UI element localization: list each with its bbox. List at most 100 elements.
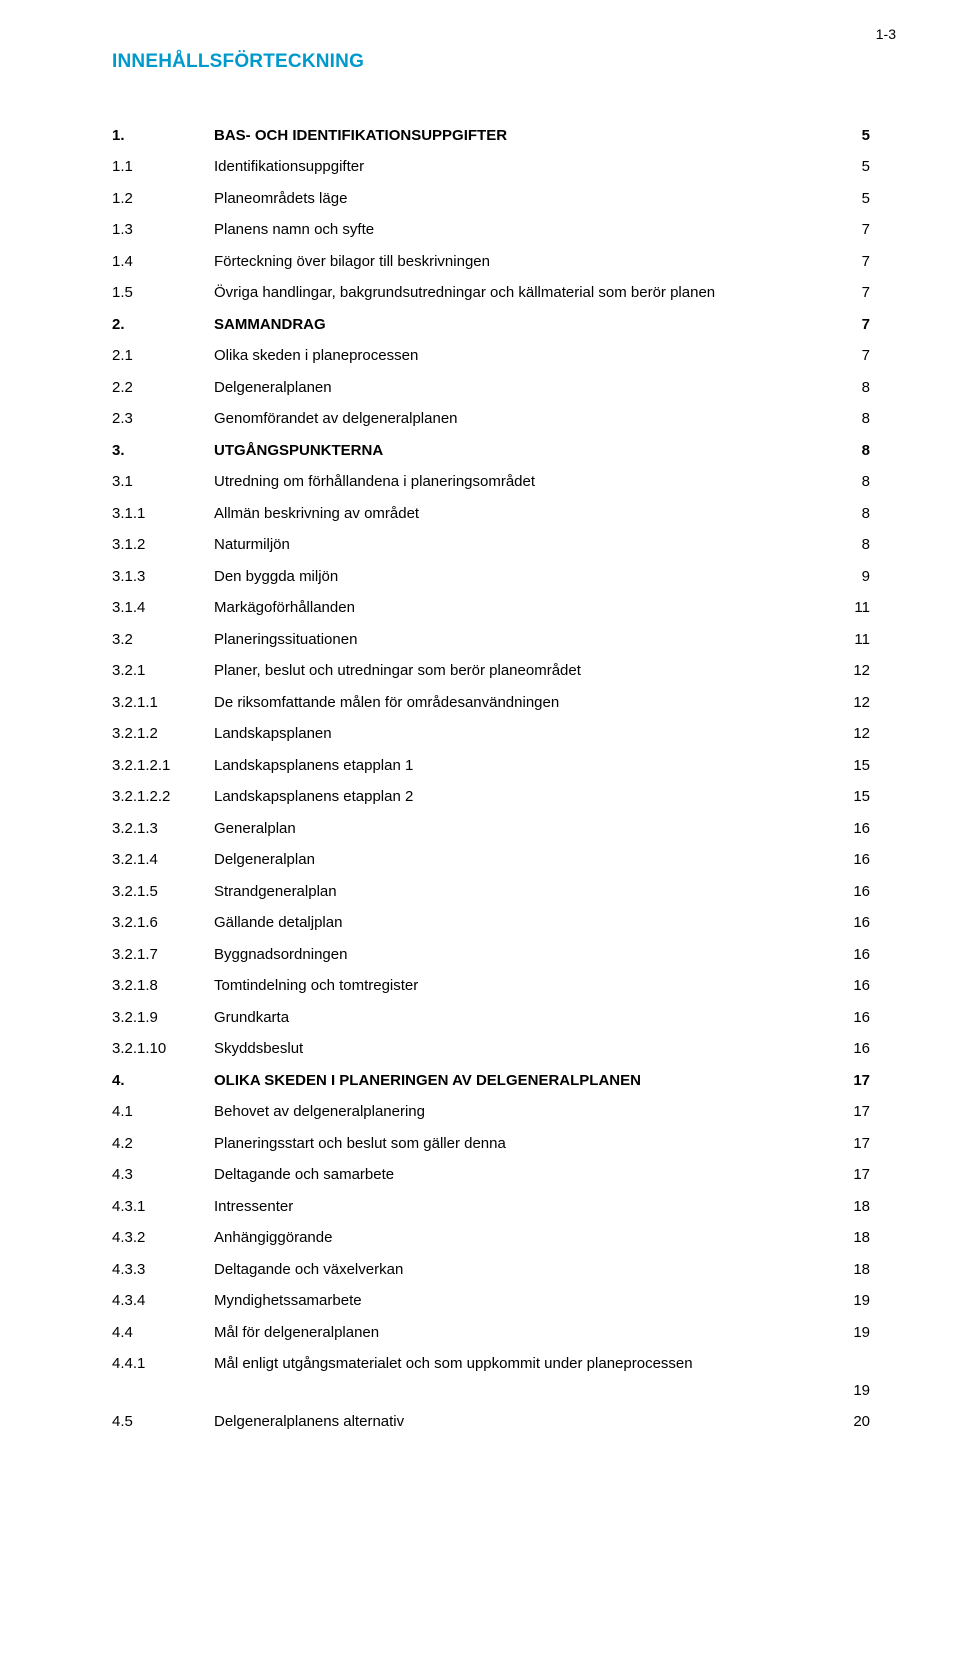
- toc-entry-text: Intressenter: [214, 1196, 830, 1219]
- toc-entry-page: 17: [830, 1164, 870, 1187]
- toc-entry-text: Landskapsplanens etapplan 1: [214, 755, 830, 778]
- toc-entry-number: 1.: [112, 125, 214, 148]
- toc-entry-page: 19: [830, 1322, 870, 1345]
- toc-entry-page: 5: [830, 188, 870, 211]
- toc-entry-number: 3.1.4: [112, 597, 214, 620]
- toc-entry-page: 20: [830, 1411, 870, 1434]
- toc-entry: 3.2.1.2Landskapsplanen12: [112, 723, 870, 746]
- toc-entry-number: 3.2.1.2.2: [112, 786, 214, 809]
- toc-entry-page: 8: [830, 377, 870, 400]
- toc-entry: 3.1.4Markägoförhållanden11: [112, 597, 870, 620]
- toc-entry: 1.2Planeområdets läge5: [112, 188, 870, 211]
- toc-entry-page: 7: [830, 251, 870, 274]
- toc-entry-text: De riksomfattande målen för områdesanvän…: [214, 692, 830, 715]
- toc-entry-text: Genomförandet av delgeneralplanen: [214, 408, 830, 431]
- toc-entry: 1.4Förteckning över bilagor till beskriv…: [112, 251, 870, 274]
- toc-entry: 3.2.1.6Gällande detaljplan16: [112, 912, 870, 935]
- toc-entry-text: Myndighetssamarbete: [214, 1290, 830, 1313]
- toc-entry: 3.1Utredning om förhållandena i planerin…: [112, 471, 870, 494]
- toc-entry-text: Markägoförhållanden: [214, 597, 830, 620]
- toc-entry-number: 2.3: [112, 408, 214, 431]
- toc-entry-number: 3.2.1.2.1: [112, 755, 214, 778]
- toc-entry-text: Behovet av delgeneralplanering: [214, 1101, 830, 1124]
- toc-entry-page: 7: [830, 219, 870, 242]
- toc-entry: 2.3Genomförandet av delgeneralplanen8: [112, 408, 870, 431]
- toc-entry-text: OLIKA SKEDEN I PLANERINGEN AV DELGENERAL…: [214, 1070, 830, 1093]
- toc-entry-number: 3.1.1: [112, 503, 214, 526]
- toc-entry-text: Planens namn och syfte: [214, 219, 830, 242]
- toc-entry: 4.3.1Intressenter18: [112, 1196, 870, 1219]
- toc-entry-page: 8: [830, 534, 870, 557]
- toc-entry-page: 9: [830, 566, 870, 589]
- toc-entry-number: 3.2.1.9: [112, 1007, 214, 1030]
- toc-entry-number: 4.1: [112, 1101, 214, 1124]
- toc-entry-text: Grundkarta: [214, 1007, 830, 1030]
- toc-entry-text: BAS- OCH IDENTIFIKATIONSUPPGIFTER: [214, 125, 830, 148]
- toc-entry-page: 19: [830, 1290, 870, 1313]
- toc-entry-number: 3.2.1.7: [112, 944, 214, 967]
- toc-entry-page: 12: [830, 660, 870, 683]
- toc-entry-page: 8: [830, 408, 870, 431]
- toc-entry: 4.4.1Mål enligt utgångsmaterialet och so…: [112, 1353, 870, 1402]
- toc-entry-number: 3.2.1.1: [112, 692, 214, 715]
- toc-entry-text: Mål för delgeneralplanen: [214, 1322, 830, 1345]
- toc-entry-number: 1.4: [112, 251, 214, 274]
- toc-entry: 3.2.1.1De riksomfattande målen för områd…: [112, 692, 870, 715]
- toc-entry-number: 1.1: [112, 156, 214, 179]
- toc-entry-number: 3.2.1.8: [112, 975, 214, 998]
- toc-entry-text: Planeringssituationen: [214, 629, 830, 652]
- toc-entry-text: Gällande detaljplan: [214, 912, 830, 935]
- toc-entry-text: Planeområdets läge: [214, 188, 830, 211]
- toc-entry-number: 2.1: [112, 345, 214, 368]
- toc-entry: 3.2.1.2.1Landskapsplanens etapplan 115: [112, 755, 870, 778]
- toc-entry: 3.2Planeringssituationen11: [112, 629, 870, 652]
- toc-entry: 3.2.1.9Grundkarta16: [112, 1007, 870, 1030]
- toc-entry-number: 1.5: [112, 282, 214, 305]
- toc-entry-number: 4.4.1: [112, 1353, 214, 1376]
- toc-entry-page: 16: [830, 944, 870, 967]
- toc-entry-number: 3.1.2: [112, 534, 214, 557]
- toc-entry-number: 4.: [112, 1070, 214, 1093]
- toc-entry-text: UTGÅNGSPUNKTERNA: [214, 440, 830, 463]
- toc-entry-page: 11: [830, 629, 870, 652]
- toc-entry: 1.5Övriga handlingar, bakgrundsutredning…: [112, 282, 870, 305]
- toc-entry-page: 18: [830, 1227, 870, 1250]
- toc-entry-number: 1.3: [112, 219, 214, 242]
- toc-entry-number: 3.2.1.5: [112, 881, 214, 904]
- toc-entry-text: Utredning om förhållandena i planeringso…: [214, 471, 830, 494]
- toc-entry: 3.2.1.10Skyddsbeslut16: [112, 1038, 870, 1061]
- toc-entry-text: Delgeneralplan: [214, 849, 830, 872]
- toc-entry-number: 4.5: [112, 1411, 214, 1434]
- toc-entry-page: 5: [830, 125, 870, 148]
- toc-entry-text: Övriga handlingar, bakgrundsutredningar …: [214, 282, 830, 305]
- toc-entry-number: 3.2: [112, 629, 214, 652]
- toc-entry-text: Byggnadsordningen: [214, 944, 830, 967]
- toc-entry-text: Olika skeden i planeprocessen: [214, 345, 830, 368]
- toc-entry-page: 8: [830, 471, 870, 494]
- toc-entry-text: Delgeneralplanens alternativ: [214, 1411, 830, 1434]
- toc-entry-text: Planeringsstart och beslut som gäller de…: [214, 1133, 830, 1156]
- toc-entry-page: 16: [830, 881, 870, 904]
- toc-entry-page: 19: [112, 1380, 870, 1403]
- toc-entry-number: 3.2.1.4: [112, 849, 214, 872]
- toc-entry: 3.UTGÅNGSPUNKTERNA8: [112, 440, 870, 463]
- toc-entry: 2.2Delgeneralplanen8: [112, 377, 870, 400]
- toc-entry-page: 17: [830, 1101, 870, 1124]
- toc-entry-page: 12: [830, 723, 870, 746]
- toc-entry-number: 3.2.1.2: [112, 723, 214, 746]
- toc-entry-page: 11: [830, 597, 870, 620]
- toc-entry-text: Deltagande och växelverkan: [214, 1259, 830, 1282]
- toc-entry-page: 8: [830, 503, 870, 526]
- toc-entry-number: 4.4: [112, 1322, 214, 1345]
- toc-entry: 4.3.2Anhängiggörande18: [112, 1227, 870, 1250]
- toc-entry-text: Mål enligt utgångsmaterialet och som upp…: [214, 1353, 870, 1376]
- toc-entry-page: 7: [830, 314, 870, 337]
- toc-entry: 3.2.1.2.2Landskapsplanens etapplan 215: [112, 786, 870, 809]
- toc-entry-page: 16: [830, 818, 870, 841]
- toc-entry-page: 8: [830, 440, 870, 463]
- toc-entry: 3.2.1.7Byggnadsordningen16: [112, 944, 870, 967]
- toc-entry: 4.1Behovet av delgeneralplanering17: [112, 1101, 870, 1124]
- toc-entry-number: 4.3: [112, 1164, 214, 1187]
- toc-entry-page: 18: [830, 1196, 870, 1219]
- toc-entry: 4.3.3Deltagande och växelverkan18: [112, 1259, 870, 1282]
